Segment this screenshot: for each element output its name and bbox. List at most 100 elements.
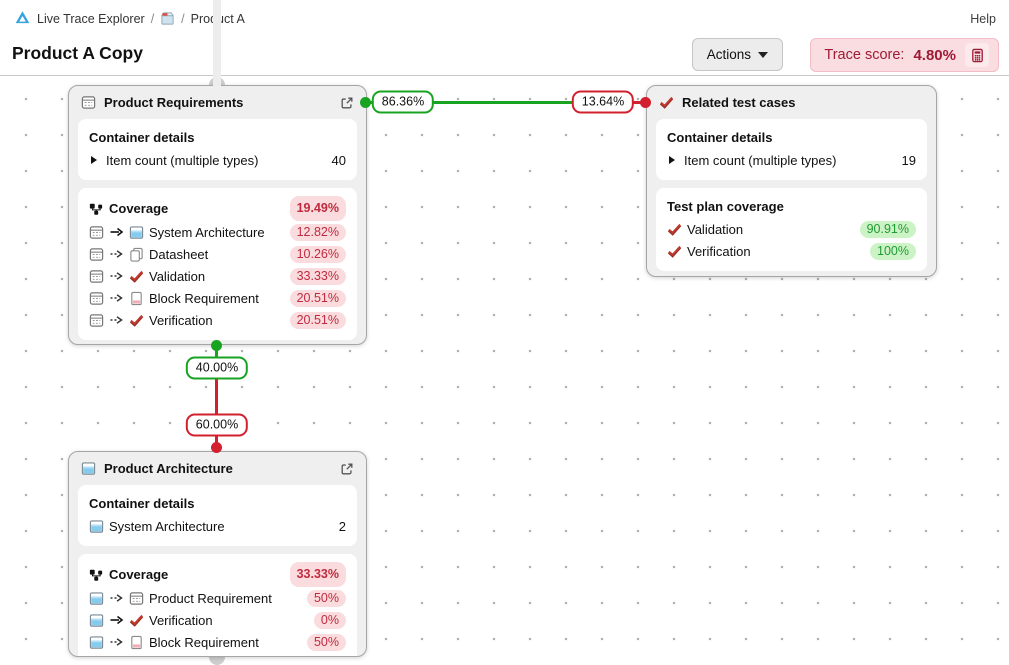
container-details-panel: Container details Item count (multiple t…: [656, 119, 927, 180]
coverage-row-pill: 12.82%: [289, 223, 346, 241]
coverage-panel: Coverage 33.33% Product Requirement 50% …: [78, 554, 357, 656]
chevron-down-icon: [758, 51, 768, 58]
page-title: Product A Copy: [12, 43, 143, 63]
set-icon: [129, 591, 144, 606]
dashed-arrow-icon: [109, 249, 124, 259]
coverage-trace-icon: [89, 568, 103, 582]
system-architecture-icon: [129, 225, 144, 240]
offscreen-edge: [213, 0, 221, 86]
coverage-row-pill: 100%: [870, 242, 916, 260]
edge-source-port: [360, 96, 371, 108]
system-architecture-icon: [89, 635, 104, 650]
coverage-heading: Test plan coverage: [667, 199, 784, 214]
item-count-row: Item count (multiple types) 19: [667, 149, 916, 171]
coverage-row-pill: 0%: [313, 611, 346, 629]
panel-heading: Container details: [667, 130, 773, 145]
node-header: Product Architecture: [69, 452, 366, 485]
coverage-row-label: Validation: [149, 268, 206, 284]
breadcrumb-separator: /: [150, 11, 155, 26]
set-icon: [89, 291, 104, 306]
node-product-requirements[interactable]: Product Requirements Container details I…: [68, 85, 367, 345]
coverage-row-label: Datasheet: [149, 246, 209, 262]
coverage-row: System Architecture 12.82%: [89, 221, 346, 243]
item-count-row: Item count (multiple types) 40: [89, 149, 346, 171]
node-title: Product Requirements: [104, 95, 244, 110]
coverage-row: Datasheet 10.26%: [89, 243, 346, 265]
coverage-heading-row: Coverage 19.49%: [89, 196, 346, 221]
coverage-row-label: Verification: [149, 312, 213, 328]
project-icon[interactable]: [160, 11, 175, 26]
coverage-row-pill: 90.91%: [859, 220, 916, 238]
coverage-row: Block Requirement 20.51%: [89, 287, 346, 309]
help-link[interactable]: Help: [970, 12, 996, 26]
jama-logo-icon: [14, 10, 31, 27]
breadcrumb-app[interactable]: Live Trace Explorer: [37, 11, 145, 26]
system-architecture-icon: [81, 461, 96, 476]
coverage-row: Validation 90.91%: [667, 218, 916, 240]
coverage-row: Product Requirement 50%: [89, 587, 346, 609]
open-external-icon[interactable]: [340, 462, 354, 476]
edge-coverage-badge: 40.00%: [185, 356, 249, 380]
set-icon: [89, 225, 104, 240]
node-product-architecture[interactable]: Product Architecture Container details S…: [68, 451, 367, 657]
expand-icon[interactable]: [91, 156, 97, 164]
detail-row: System Architecture 2: [89, 515, 346, 537]
node-related-test-cases[interactable]: Related test cases Container details Ite…: [646, 85, 937, 277]
coverage-total-pill: 19.49%: [289, 196, 346, 221]
trace-score-badge: Trace score: 4.80%: [810, 38, 999, 72]
system-architecture-icon: [89, 613, 104, 628]
node-header: Related test cases: [647, 86, 936, 119]
calculator-button[interactable]: [965, 43, 989, 67]
edge-line-green: [366, 100, 603, 104]
item-count-value: 40: [331, 152, 346, 168]
test-check-icon: [667, 222, 682, 237]
solid-arrow-icon: [109, 615, 124, 625]
dashed-arrow-icon: [109, 637, 124, 647]
dashed-arrow-icon: [109, 293, 124, 303]
coverage-row-label: System Architecture: [149, 224, 265, 240]
edge-line-red: [215, 378, 218, 448]
item-count-label: Item count (multiple types): [106, 152, 259, 168]
coverage-heading: Coverage: [109, 566, 169, 582]
coverage-row: Block Requirement 50%: [89, 631, 346, 653]
test-check-icon: [129, 313, 144, 328]
coverage-row-label: Verification: [687, 243, 751, 259]
container-details-panel: Container details Item count (multiple t…: [78, 119, 357, 180]
coverage-row-pill: 20.51%: [289, 289, 346, 307]
test-check-icon: [659, 95, 674, 110]
edge-gap-badge: 60.00%: [185, 413, 249, 437]
coverage-heading-row: Coverage 33.33%: [89, 562, 346, 587]
panel-heading: Container details: [89, 130, 195, 145]
edge-target-port: [640, 96, 651, 108]
datasheet-icon: [129, 247, 144, 262]
actions-button-label: Actions: [706, 47, 751, 62]
panel-heading: Container details: [89, 496, 195, 511]
set-icon: [89, 269, 104, 284]
solid-arrow-icon: [109, 227, 124, 237]
node-title: Product Architecture: [104, 461, 233, 476]
edge-gap-badge: 13.64%: [571, 90, 635, 114]
trace-score-value: 4.80%: [913, 46, 956, 64]
trace-canvas[interactable]: 86.36% 13.64% 40.00% 60.00% Product Requ…: [0, 76, 1009, 665]
system-architecture-icon: [89, 591, 104, 606]
dashed-arrow-icon: [109, 315, 124, 325]
trace-score-label: Trace score:: [824, 47, 905, 63]
edge-source-port: [211, 339, 222, 351]
container-details-panel: Container details System Architecture 2: [78, 485, 357, 546]
coverage-row-pill: 10.26%: [289, 245, 346, 263]
test-check-icon: [129, 269, 144, 284]
test-check-icon: [667, 244, 682, 259]
open-external-icon[interactable]: [340, 96, 354, 110]
expand-icon[interactable]: [669, 156, 675, 164]
test-check-icon: [129, 613, 144, 628]
system-architecture-icon: [89, 519, 104, 534]
set-icon: [81, 95, 96, 110]
coverage-row: Verification 20.51%: [89, 309, 346, 331]
block-requirement-icon: [129, 291, 144, 306]
coverage-row-pill: 33.33%: [289, 267, 346, 285]
actions-button[interactable]: Actions: [691, 38, 783, 71]
item-count-label: Item count (multiple types): [684, 152, 837, 168]
coverage-row-label: Block Requirement: [149, 290, 259, 306]
detail-row-value: 2: [338, 518, 346, 534]
coverage-trace-icon: [89, 202, 103, 216]
